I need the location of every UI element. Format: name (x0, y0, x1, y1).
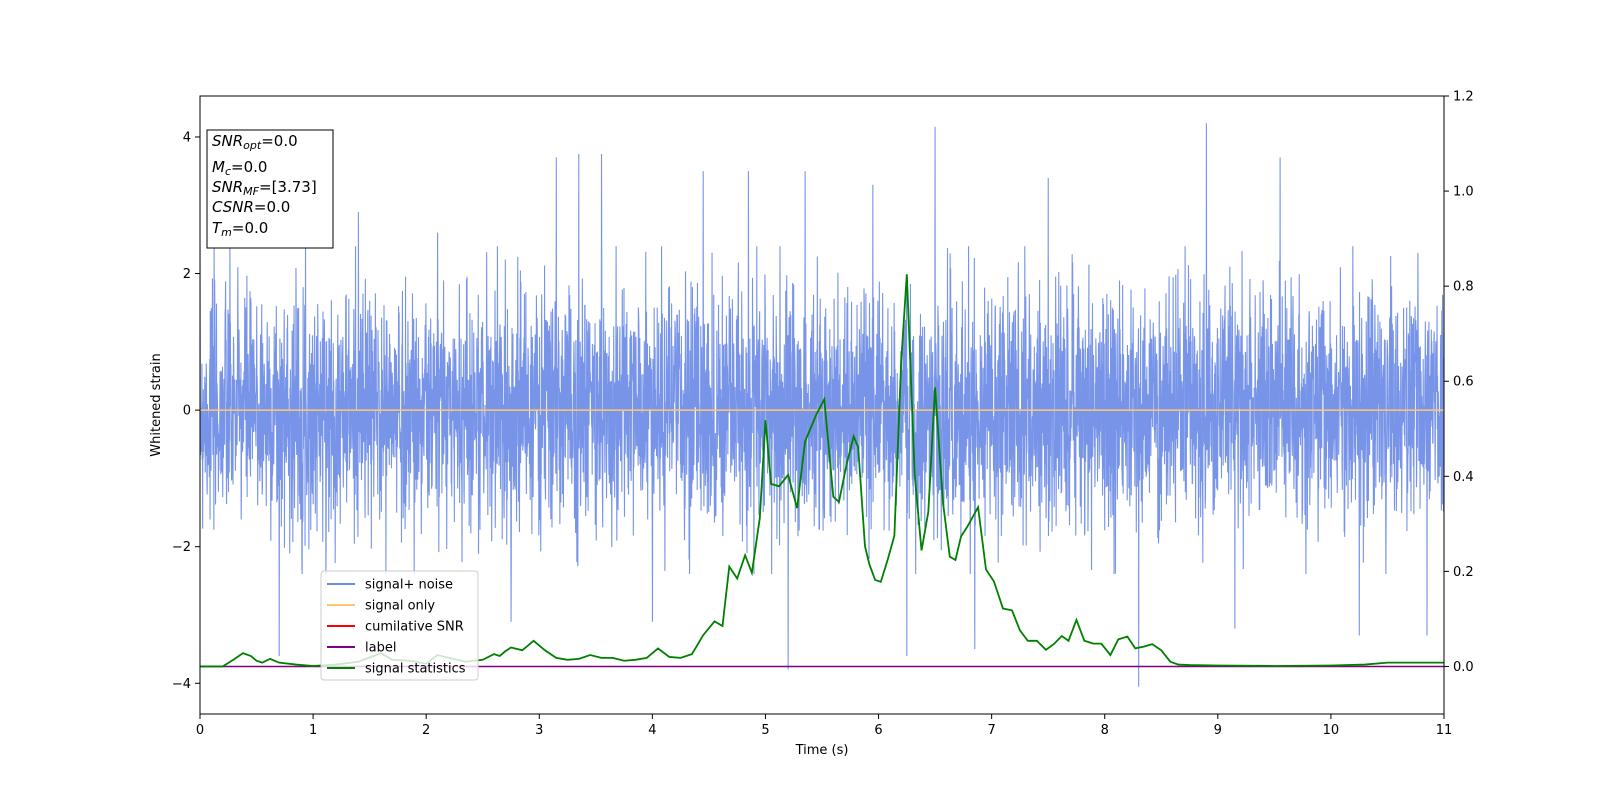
x-tick-label: 3 (535, 723, 543, 738)
y-axis-label: Whitened strain (149, 353, 164, 456)
y-left-tick-label: 2 (183, 267, 191, 282)
y-right-tick-label: 0.8 (1453, 280, 1474, 295)
legend-label-signal-statistics: signal statistics (365, 662, 466, 677)
annotation-line: SNRopt=0.0 (212, 132, 298, 152)
x-tick-label: 9 (1214, 723, 1222, 738)
y-right-tick-label: 0.2 (1453, 565, 1474, 580)
legend-label-label: label (365, 641, 396, 656)
annotation-line: SNRMF=[3.73] (212, 178, 317, 198)
annotation-line: Tm=0.0 (212, 219, 268, 239)
signal-noise-series (200, 123, 1444, 687)
y-right-tick-label: 0.0 (1453, 660, 1474, 675)
y-left-tick-label: 4 (183, 130, 191, 145)
x-tick-label: 4 (648, 723, 656, 738)
legend-label-cumilative-snr: cumilative SNR (365, 620, 464, 635)
x-tick-label: 1 (309, 723, 317, 738)
x-tick-label: 0 (196, 723, 204, 738)
legend-label-signal-noise: signal+ noise (365, 578, 453, 593)
y-left-tick-label: −4 (172, 677, 191, 692)
legend: signal+ noise signal only cumilative SNR la… (320, 570, 479, 681)
y-left-tick-label: −2 (172, 540, 191, 555)
axes-layer: 0 1 2 3 4 5 6 7 8 9 10 11 −4 −2 0 2 4 0.0 0.2 0.4 0.6 0.8 1.0 1… (172, 90, 1474, 739)
y-right-tick-label: 1.0 (1453, 185, 1474, 200)
y-left-tick-label: 0 (183, 404, 191, 419)
x-axis-label: Time (s) (795, 743, 849, 758)
annotation-line: CSNR=0.0 (212, 198, 290, 216)
x-tick-label: 11 (1436, 723, 1453, 738)
legend-label-signal-only: signal only (365, 599, 435, 614)
annotation-line: Mc=0.0 (212, 158, 267, 178)
y-right-tick-label: 1.2 (1453, 90, 1474, 105)
x-tick-label: 2 (422, 723, 430, 738)
plot-frame (199, 95, 1445, 715)
x-tick-label: 8 (1101, 723, 1109, 738)
x-tick-label: 10 (1323, 723, 1340, 738)
x-tick-label: 6 (874, 723, 882, 738)
x-tick-label: 5 (761, 723, 769, 738)
y-right-tick-label: 0.6 (1453, 375, 1474, 390)
y-right-tick-label: 0.4 (1453, 470, 1474, 485)
x-tick-label: 7 (987, 723, 995, 738)
series-line-signal-noise (200, 123, 1444, 687)
